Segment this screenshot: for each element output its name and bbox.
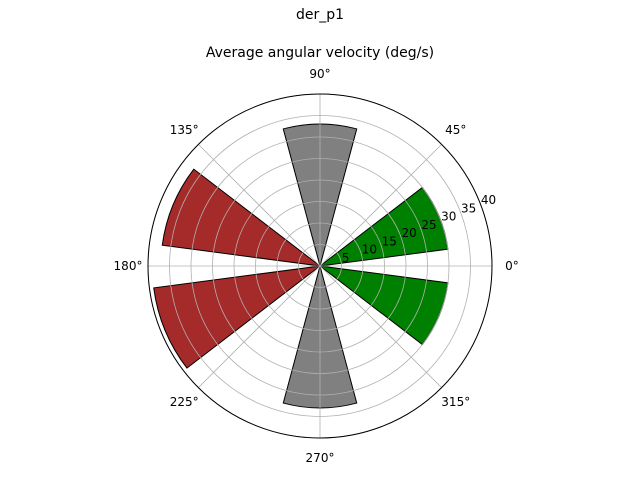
theta-tick-label: 315° [441,395,470,409]
r-tick-label: 40 [481,193,496,207]
theta-tick-label: 45° [445,123,466,137]
theta-gridline-315 [319,265,442,388]
r-tick-label: 25 [421,218,436,232]
theta-tick-label: 225° [170,395,199,409]
r-tick-label: 30 [441,210,456,224]
theta-tick-label: 0° [505,259,519,273]
figure-suptitle: der_p1 [295,7,345,23]
r-tick-label: 20 [401,226,416,240]
theta-gridline-225 [198,265,321,388]
theta-tick-label: 90° [309,67,330,81]
theta-gridline-45 [319,144,442,267]
theta-tick-label: 270° [306,451,335,465]
bar-337.5 [318,265,449,346]
r-tick-label: 5 [342,251,350,265]
theta-tick-label: 135° [170,123,199,137]
labels-layer: 0° 45° 90° 135° 180° 225° 270° 315° 5 10 15 20 25 30 3… [114,67,519,465]
bar-157.5 [161,168,322,267]
polar-spine [147,93,493,439]
grid-layer [147,93,493,439]
bar-202.5 [153,265,322,369]
chart-title: Average angular velocity (deg/s) [205,45,435,61]
r-tick-label: 35 [461,201,476,215]
theta-gridline-135 [198,144,321,267]
r-tick-label: 10 [362,243,377,257]
theta-tick-label: 180° [114,259,143,273]
r-tick-label: 15 [382,234,397,248]
